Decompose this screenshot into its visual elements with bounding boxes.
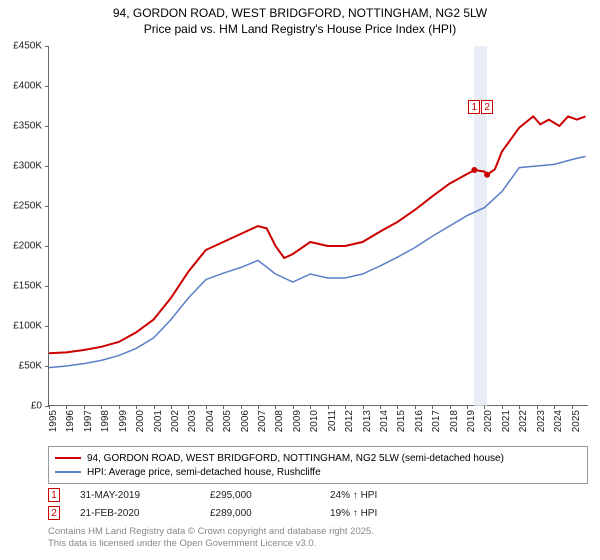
title-line-2: Price paid vs. HM Land Registry's House … — [0, 22, 600, 38]
title-line-1: 94, GORDON ROAD, WEST BRIDGFORD, NOTTING… — [0, 6, 600, 22]
title-block: 94, GORDON ROAD, WEST BRIDGFORD, NOTTING… — [0, 0, 600, 37]
copyright-block: Contains HM Land Registry data © Crown c… — [48, 526, 588, 550]
line-series-svg — [49, 46, 589, 406]
x-axis-label: 2012 — [344, 410, 355, 432]
sale-price: £295,000 — [210, 490, 330, 501]
legend-row-hpi: HPI: Average price, semi-detached house,… — [55, 465, 581, 479]
x-axis-label: 2014 — [379, 410, 390, 432]
sales-table: 1 31-MAY-2019 £295,000 24% ↑ HPI 2 21-FE… — [48, 486, 588, 522]
x-axis-label: 2001 — [153, 410, 164, 432]
x-axis-label: 2020 — [483, 410, 494, 432]
x-axis-label: 2016 — [414, 410, 425, 432]
plot-area: 12 — [48, 46, 588, 406]
x-axis-label: 1995 — [48, 410, 59, 432]
legend-label-hpi: HPI: Average price, semi-detached house,… — [87, 467, 321, 478]
copyright-line-2: This data is licensed under the Open Gov… — [48, 538, 588, 550]
legend-swatch-property — [55, 457, 81, 459]
series-property — [49, 116, 586, 353]
x-axis-label: 2008 — [274, 410, 285, 432]
y-axis-label: £200K — [13, 241, 42, 252]
y-axis-label: £100K — [13, 321, 42, 332]
x-axis-label: 1996 — [65, 410, 76, 432]
x-axis-label: 2005 — [222, 410, 233, 432]
chart-marker-dot-2 — [484, 172, 490, 178]
x-axis-label: 2004 — [205, 410, 216, 432]
chart-marker-1: 1 — [468, 100, 480, 114]
y-axis-label: £450K — [13, 41, 42, 52]
x-axis-label: 2002 — [170, 410, 181, 432]
sale-delta: 19% ↑ HPI — [330, 508, 450, 519]
x-axis-label: 1997 — [83, 410, 94, 432]
sale-marker-icon: 1 — [48, 488, 60, 502]
x-axis-label: 2013 — [362, 410, 373, 432]
y-axis-label: £150K — [13, 281, 42, 292]
y-axis-label: £400K — [13, 81, 42, 92]
x-axis-label: 1998 — [100, 410, 111, 432]
x-axis-label: 2003 — [187, 410, 198, 432]
chart-area: 12 £0£50K£100K£150K£200K£250K£300K£350K£… — [48, 46, 588, 406]
sale-price: £289,000 — [210, 508, 330, 519]
sale-row: 1 31-MAY-2019 £295,000 24% ↑ HPI — [48, 486, 588, 504]
x-axis-label: 2024 — [553, 410, 564, 432]
y-axis-label: £0 — [31, 401, 42, 412]
sale-row: 2 21-FEB-2020 £289,000 19% ↑ HPI — [48, 504, 588, 522]
x-axis-label: 2007 — [257, 410, 268, 432]
sale-date: 31-MAY-2019 — [80, 490, 210, 501]
x-axis-label: 2010 — [309, 410, 320, 432]
x-axis-label: 1999 — [118, 410, 129, 432]
sale-marker-icon: 2 — [48, 506, 60, 520]
y-axis-label: £300K — [13, 161, 42, 172]
y-axis-label: £50K — [19, 361, 42, 372]
legend-label-property: 94, GORDON ROAD, WEST BRIDGFORD, NOTTING… — [87, 453, 504, 464]
chart-marker-dot-1 — [471, 167, 477, 173]
copyright-line-1: Contains HM Land Registry data © Crown c… — [48, 526, 588, 538]
x-axis-label: 2006 — [240, 410, 251, 432]
legend-swatch-hpi — [55, 471, 81, 473]
x-axis-label: 2022 — [518, 410, 529, 432]
legend-box: 94, GORDON ROAD, WEST BRIDGFORD, NOTTING… — [48, 446, 588, 484]
chart-container: 94, GORDON ROAD, WEST BRIDGFORD, NOTTING… — [0, 0, 600, 560]
y-axis-label: £350K — [13, 121, 42, 132]
x-axis-label: 2025 — [571, 410, 582, 432]
y-axis-label: £250K — [13, 201, 42, 212]
legend-row-property: 94, GORDON ROAD, WEST BRIDGFORD, NOTTING… — [55, 451, 581, 465]
x-axis-label: 2015 — [396, 410, 407, 432]
chart-marker-2: 2 — [481, 100, 493, 114]
x-axis-label: 2018 — [449, 410, 460, 432]
x-axis-label: 2019 — [466, 410, 477, 432]
x-axis-label: 2000 — [135, 410, 146, 432]
x-axis-label: 2023 — [536, 410, 547, 432]
x-axis-label: 2011 — [327, 410, 338, 432]
x-axis-label: 2009 — [292, 410, 303, 432]
x-axis-label: 2021 — [501, 410, 512, 432]
x-axis-label: 2017 — [431, 410, 442, 432]
sale-delta: 24% ↑ HPI — [330, 490, 450, 501]
sale-date: 21-FEB-2020 — [80, 508, 210, 519]
